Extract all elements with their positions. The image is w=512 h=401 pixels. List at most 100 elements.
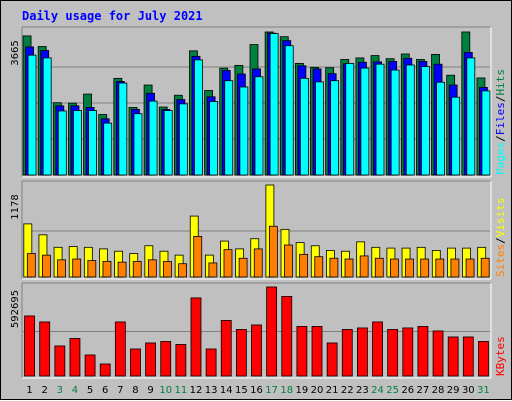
- bar-sites-day-1: [26, 253, 36, 278]
- bar-kbytes-day-6: [99, 363, 111, 377]
- bar-sites-day-12: [193, 235, 203, 278]
- day-label-8: 8: [132, 385, 138, 396]
- bar-pages-day-12: [194, 59, 203, 176]
- bar-sites-day-25: [390, 258, 399, 278]
- bar-kbytes-day-4: [69, 338, 81, 377]
- bar-kbytes-day-9: [145, 342, 156, 377]
- bar-sites-day-6: [102, 260, 112, 278]
- bar-kbytes-day-8: [130, 348, 141, 377]
- day-label-19: 19: [296, 385, 309, 396]
- day-label-31: 31: [477, 385, 490, 396]
- bar-pages-day-15: [239, 86, 249, 176]
- day-labels: 1 2 3 4 5 6 7 8 9 10 11 12 13 14 15 16 17 18 19 20 21 22 23 24 2…: [26, 385, 489, 396]
- bar-kbytes-day-5: [84, 354, 96, 377]
- bar-pages-day-21: [330, 80, 340, 176]
- bar-kbytes-day-12: [190, 297, 202, 377]
- bar-sites-day-19: [299, 253, 309, 278]
- bar-pages-day-18: [284, 45, 294, 176]
- day-label-11: 11: [174, 385, 187, 396]
- day-label-30: 30: [462, 385, 475, 396]
- bar-sites-day-7: [117, 261, 127, 278]
- legend-item: /: [494, 96, 507, 103]
- bar-sites-day-24: [374, 257, 384, 278]
- max-value-label: 592695: [10, 290, 21, 328]
- bar-pages-day-9: [148, 100, 158, 176]
- bar-sites-day-5: [87, 260, 97, 278]
- bar-pages-day-23: [360, 67, 370, 176]
- bar-pages-day-10: [163, 110, 173, 176]
- bar-pages-day-4: [73, 110, 82, 176]
- max-value-label: 1178: [10, 194, 21, 219]
- bar-kbytes-day-25: [387, 329, 399, 377]
- day-label-28: 28: [432, 385, 445, 396]
- bar-pages-day-29: [451, 96, 461, 176]
- day-label-20: 20: [311, 385, 324, 396]
- day-label-9: 9: [147, 385, 153, 396]
- bar-pages-day-20: [315, 81, 324, 176]
- bar-kbytes-day-17: [266, 286, 278, 377]
- day-label-2: 2: [42, 385, 48, 396]
- bar-sites-day-16: [253, 248, 263, 278]
- day-label-4: 4: [72, 385, 78, 396]
- panel-legend: KBytes: [494, 336, 507, 376]
- bar-sites-day-26: [405, 258, 414, 278]
- bar-kbytes-day-21: [326, 342, 338, 377]
- bar-sites-day-21: [329, 257, 339, 278]
- bar-pages-day-3: [57, 110, 67, 176]
- day-label-18: 18: [280, 385, 293, 396]
- bar-kbytes-day-14: [220, 320, 232, 377]
- bar-sites-day-4: [72, 258, 82, 278]
- bar-kbytes-day-26: [402, 327, 414, 377]
- bar-sites-day-20: [314, 256, 324, 278]
- bar-kbytes-day-19: [296, 326, 308, 377]
- bar-kbytes-day-20: [311, 326, 323, 377]
- bar-pages-day-6: [103, 122, 113, 176]
- legend-item: /: [494, 135, 507, 142]
- bar-pages-day-13: [209, 101, 219, 176]
- bar-pages-day-24: [375, 63, 385, 176]
- bar-kbytes-day-23: [357, 327, 368, 377]
- bar-sites-day-30: [465, 258, 475, 278]
- day-label-10: 10: [159, 385, 172, 396]
- bar-pages-day-14: [224, 80, 234, 176]
- bar-pages-day-27: [421, 66, 430, 176]
- bar-sites-day-3: [57, 259, 66, 278]
- bar-pages-day-7: [118, 82, 128, 176]
- legend-item: /: [494, 237, 507, 244]
- bar-kbytes-day-7: [114, 321, 126, 377]
- day-label-16: 16: [250, 385, 263, 396]
- bar-sites-day-2: [42, 254, 51, 278]
- day-label-24: 24: [371, 385, 384, 396]
- bar-sites-day-15: [238, 257, 248, 278]
- bar-sites-day-29: [450, 258, 460, 278]
- bar-sites-day-11: [178, 263, 188, 278]
- bar-kbytes-day-28: [432, 330, 444, 377]
- legend-item: Visits: [494, 198, 507, 238]
- bar-pages-day-16: [254, 76, 264, 176]
- day-label-26: 26: [401, 385, 414, 396]
- bar-kbytes-day-31: [478, 341, 489, 377]
- day-label-23: 23: [356, 385, 369, 396]
- day-label-5: 5: [87, 385, 93, 396]
- bar-kbytes-day-3: [54, 345, 66, 377]
- legend-item: Sites: [494, 244, 507, 277]
- bar-pages-day-5: [88, 110, 97, 176]
- day-label-14: 14: [220, 385, 233, 396]
- day-label-13: 13: [205, 385, 218, 396]
- day-label-7: 7: [117, 385, 123, 396]
- legend-item: Files: [494, 102, 507, 135]
- day-label-12: 12: [190, 385, 203, 396]
- panel-kbytes: 592695 KBytes: [10, 282, 507, 379]
- bar-kbytes-day-24: [372, 321, 383, 377]
- day-label-22: 22: [341, 385, 354, 396]
- bar-sites-day-31: [480, 257, 490, 278]
- bar-pages-day-2: [42, 57, 52, 176]
- bar-sites-day-14: [223, 249, 233, 278]
- panel-legend: Pages/Files/Hits: [494, 69, 507, 175]
- panel-legend: Sites/Visits: [494, 198, 507, 278]
- bar-kbytes-day-10: [160, 341, 172, 377]
- day-label-3: 3: [57, 385, 63, 396]
